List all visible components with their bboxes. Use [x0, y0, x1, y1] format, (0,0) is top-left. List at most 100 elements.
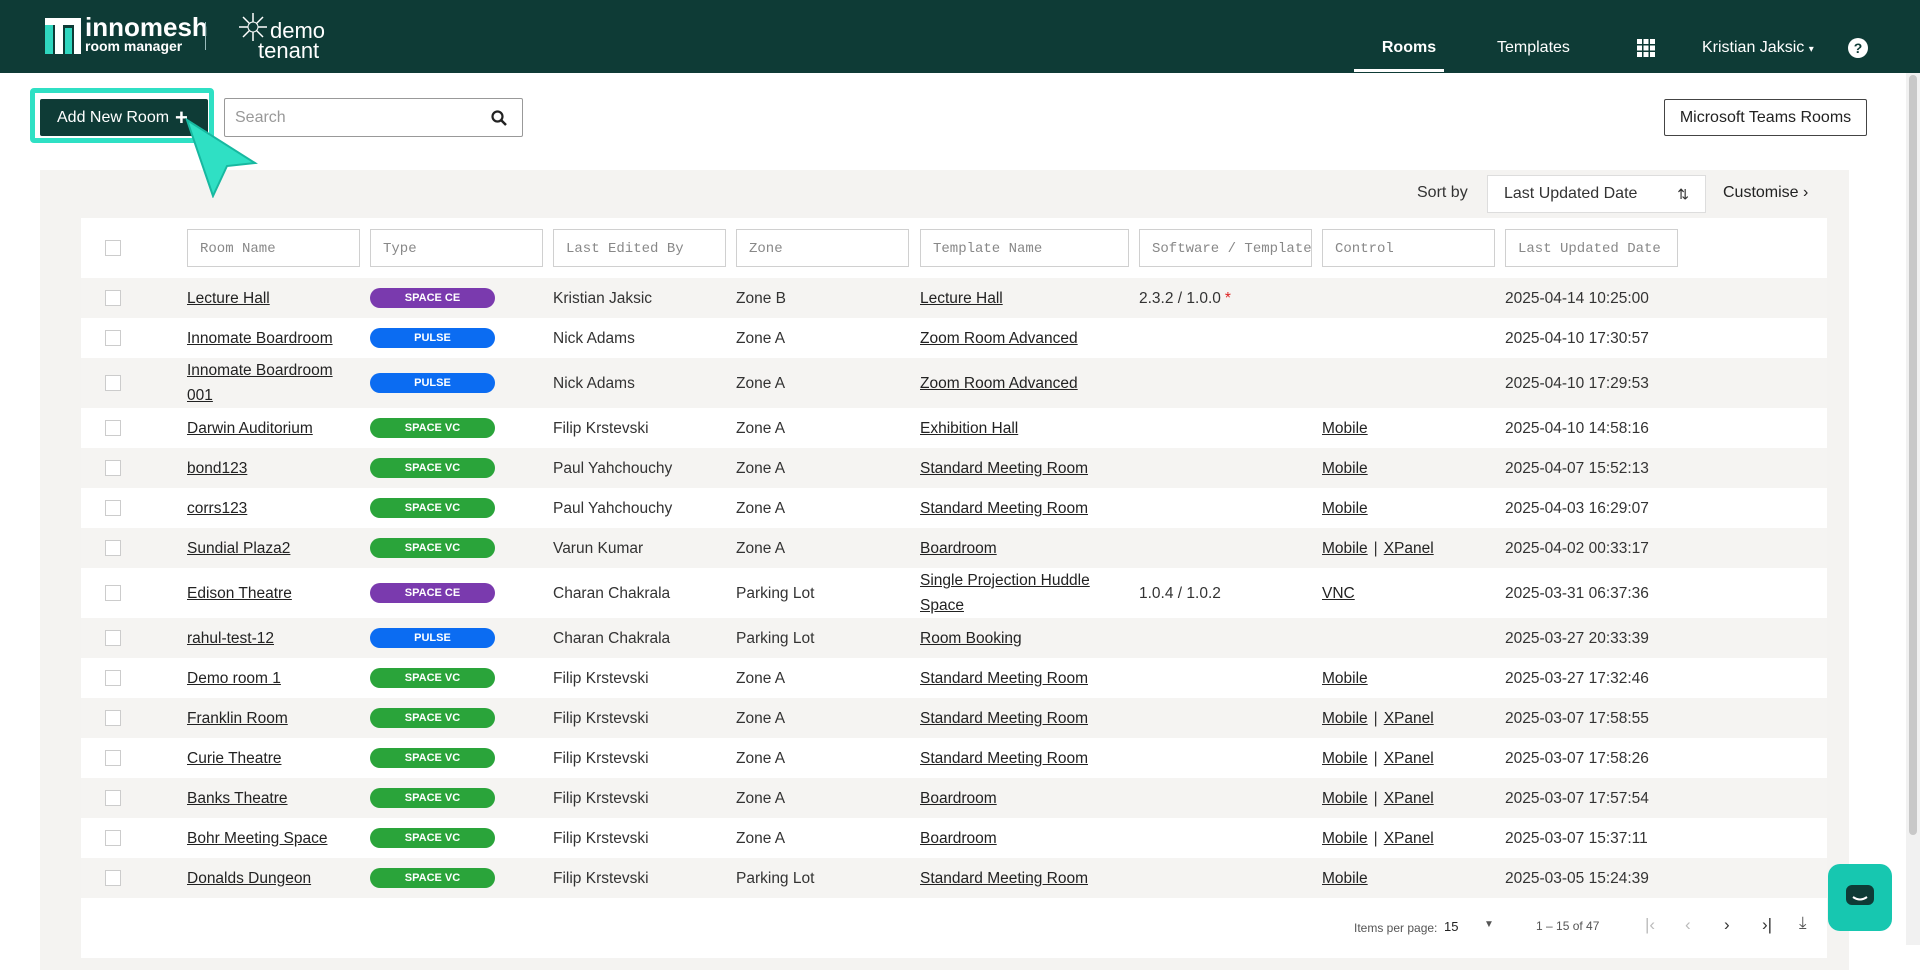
- control-link[interactable]: Mobile: [1322, 829, 1368, 847]
- room-link[interactable]: Lecture Hall: [187, 286, 347, 311]
- template-link[interactable]: Boardroom: [920, 829, 997, 847]
- search-box[interactable]: Search: [224, 98, 523, 137]
- checkbox[interactable]: [105, 870, 121, 887]
- checkbox[interactable]: [105, 500, 121, 517]
- column-filter[interactable]: Type: [370, 229, 543, 267]
- template-link[interactable]: Zoom Room Advanced: [920, 329, 1078, 347]
- room-link[interactable]: Franklin Room: [187, 706, 347, 731]
- checkbox[interactable]: [105, 630, 121, 647]
- room-name[interactable]: rahul-test-12: [187, 629, 275, 647]
- checkbox[interactable]: [105, 375, 121, 392]
- sort-select[interactable]: Last Updated Date ⇅: [1487, 175, 1706, 213]
- download[interactable]: ⤓: [1799, 913, 1807, 932]
- control-link[interactable]: XPanel: [1383, 789, 1434, 807]
- control-link[interactable]: Mobile: [1322, 709, 1368, 727]
- teams-button[interactable]: Microsoft Teams Rooms: [1664, 99, 1867, 136]
- checkbox[interactable]: [105, 330, 121, 347]
- room-name[interactable]: Innomate Boardroom 001: [187, 362, 333, 404]
- checkbox[interactable]: [105, 585, 121, 602]
- column-filter[interactable]: Template Name: [920, 229, 1129, 267]
- chat-button[interactable]: [1828, 864, 1892, 931]
- per-page-arrow[interactable]: ▼: [1484, 919, 1494, 930]
- room-name[interactable]: Edison Theatre: [187, 584, 292, 602]
- next-page[interactable]: ›: [1724, 915, 1730, 934]
- room-name[interactable]: Lecture Hall: [187, 289, 270, 307]
- column-filter[interactable]: Software / Template: [1139, 229, 1312, 267]
- control-link[interactable]: Mobile: [1322, 669, 1368, 687]
- control-link[interactable]: XPanel: [1383, 539, 1434, 557]
- template-link[interactable]: Standard Meeting Room: [920, 709, 1089, 727]
- room-name[interactable]: bond123: [187, 459, 248, 477]
- checkbox[interactable]: [105, 710, 121, 727]
- column-filter[interactable]: Room Name: [187, 229, 360, 267]
- room-name[interactable]: Curie Theatre: [187, 749, 282, 767]
- room-link[interactable]: Sundial Plaza2: [187, 536, 347, 561]
- last-page[interactable]: ›|: [1762, 915, 1773, 934]
- checkbox[interactable]: [105, 670, 121, 687]
- help-icon[interactable]: ?: [1847, 37, 1869, 59]
- room-link[interactable]: Banks Theatre: [187, 786, 347, 811]
- control-link[interactable]: Mobile: [1322, 539, 1368, 557]
- room-name[interactable]: Sundial Plaza2: [187, 539, 291, 557]
- first-page[interactable]: |‹: [1645, 915, 1656, 934]
- checkbox[interactable]: [105, 420, 121, 437]
- nav-item[interactable]: Templates: [1497, 39, 1570, 56]
- room-link[interactable]: Innomate Boardroom 001: [187, 358, 347, 408]
- column-filter[interactable]: Last Updated Date: [1505, 229, 1678, 267]
- room-link[interactable]: Edison Theatre: [187, 581, 347, 606]
- room-name[interactable]: Bohr Meeting Space: [187, 829, 328, 847]
- template-link[interactable]: Boardroom: [920, 539, 997, 557]
- room-name[interactable]: Demo room 1: [187, 669, 281, 687]
- add-room-button[interactable]: Add New Room +: [40, 99, 208, 136]
- column-filter[interactable]: Last Edited By: [553, 229, 726, 267]
- template-link[interactable]: Zoom Room Advanced: [920, 374, 1078, 392]
- apps-icon[interactable]: [1637, 39, 1655, 57]
- nav-item[interactable]: Rooms: [1381, 39, 1437, 56]
- room-link[interactable]: Curie Theatre: [187, 746, 347, 771]
- prev-page[interactable]: ‹: [1685, 915, 1691, 934]
- column-filter[interactable]: Control: [1322, 229, 1495, 267]
- checkbox[interactable]: [105, 239, 121, 256]
- template-link[interactable]: Exhibition Hall: [920, 419, 1019, 437]
- template-link[interactable]: Standard Meeting Room: [920, 869, 1089, 887]
- room-name[interactable]: Darwin Auditorium: [187, 419, 313, 437]
- control-link[interactable]: Mobile: [1322, 869, 1368, 887]
- template-link[interactable]: Boardroom: [920, 789, 997, 807]
- checkbox[interactable]: [105, 830, 121, 847]
- control-link[interactable]: Mobile: [1322, 419, 1368, 437]
- room-link[interactable]: bond123: [187, 456, 347, 481]
- room-link[interactable]: corrs123: [187, 496, 347, 521]
- control-link[interactable]: Mobile: [1322, 459, 1368, 477]
- template-link[interactable]: Standard Meeting Room: [920, 749, 1089, 767]
- template-link[interactable]: Single Projection Huddle Space: [920, 572, 1090, 614]
- room-link[interactable]: Donalds Dungeon: [187, 866, 347, 891]
- checkbox[interactable]: [105, 540, 121, 557]
- control-link[interactable]: XPanel: [1383, 709, 1434, 727]
- control-link[interactable]: XPanel: [1383, 749, 1434, 767]
- template-link[interactable]: Room Booking: [920, 629, 1022, 647]
- checkbox[interactable]: [105, 790, 121, 807]
- checkbox[interactable]: [105, 460, 121, 477]
- room-link[interactable]: Bohr Meeting Space: [187, 826, 347, 851]
- per-page[interactable]: 15: [1444, 919, 1459, 934]
- control-link[interactable]: Mobile: [1322, 789, 1368, 807]
- user-menu[interactable]: Kristian Jaksic ▾: [1702, 39, 1814, 56]
- checkbox[interactable]: [105, 290, 121, 307]
- room-name[interactable]: Innomate Boardroom: [187, 329, 333, 347]
- room-name[interactable]: Banks Theatre: [187, 789, 288, 807]
- checkbox[interactable]: [105, 750, 121, 767]
- room-name[interactable]: Franklin Room: [187, 709, 288, 727]
- control-link[interactable]: VNC: [1322, 584, 1355, 602]
- room-name[interactable]: corrs123: [187, 499, 248, 517]
- room-link[interactable]: Demo room 1: [187, 666, 347, 691]
- control-link[interactable]: XPanel: [1383, 829, 1434, 847]
- room-link[interactable]: Innomate Boardroom: [187, 326, 347, 351]
- template-link[interactable]: Standard Meeting Room: [920, 459, 1089, 477]
- control-link[interactable]: Mobile: [1322, 749, 1368, 767]
- control-link[interactable]: Mobile: [1322, 499, 1368, 517]
- template-link[interactable]: Standard Meeting Room: [920, 669, 1089, 687]
- room-link[interactable]: Darwin Auditorium: [187, 416, 347, 441]
- template-link[interactable]: Lecture Hall: [920, 289, 1003, 307]
- room-link[interactable]: rahul-test-12: [187, 626, 347, 651]
- customise-button[interactable]: Customise ›: [1723, 184, 1809, 201]
